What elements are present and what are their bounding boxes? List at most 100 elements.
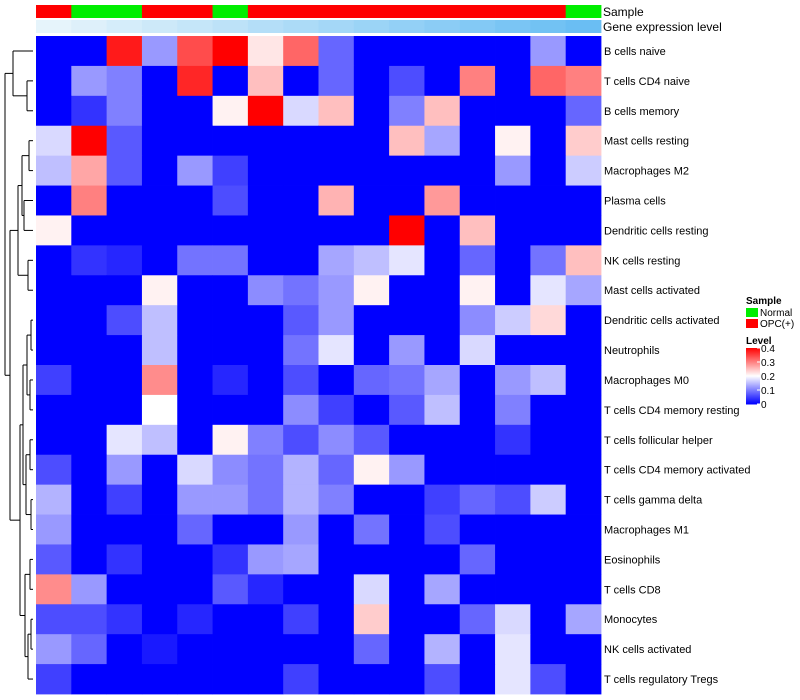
heatmap-cell xyxy=(530,215,567,246)
heatmap-cell xyxy=(459,155,496,186)
heatmap-cell xyxy=(247,215,284,246)
heatmap-cell xyxy=(530,664,567,695)
heatmap-cell xyxy=(459,215,496,246)
colorbar-segment xyxy=(746,350,760,352)
colorbar-segment xyxy=(746,397,760,399)
heatmap-cell xyxy=(353,245,390,276)
colorbar-segment xyxy=(746,355,760,357)
heatmap-cell xyxy=(389,424,425,456)
heatmap-cell xyxy=(141,634,178,665)
heatmap-cell xyxy=(36,155,72,186)
heatmap-cell xyxy=(71,185,108,216)
heatmap-cell xyxy=(36,245,72,276)
heatmap-cell xyxy=(565,245,602,276)
colorbar-tick-label: 0.4 xyxy=(761,344,775,355)
heatmap-cell xyxy=(71,305,108,336)
heatmap-cell xyxy=(212,95,249,127)
heatmap-cell xyxy=(141,305,178,336)
row-labels: B cells naive T cells CD4 naive B cells me… xyxy=(604,46,751,686)
heatmap-cell xyxy=(36,664,72,695)
sample-annotation-cell xyxy=(353,5,390,18)
heatmap-cell xyxy=(353,215,390,246)
heatmap-cell xyxy=(495,514,531,545)
heatmap-cell xyxy=(177,36,213,67)
row-label: Macrophages M0 xyxy=(604,375,689,387)
heatmap-cell xyxy=(141,604,178,635)
heatmap-cell xyxy=(495,245,531,276)
heatmap-cell xyxy=(495,365,531,396)
colorbar-segment xyxy=(746,372,760,374)
heatmap-cell xyxy=(212,365,249,396)
row-dendrogram xyxy=(4,50,33,680)
heatmap-cell xyxy=(424,335,461,366)
heatmap-cell xyxy=(530,335,567,366)
heatmap-cell xyxy=(283,634,319,665)
heatmap-cell xyxy=(283,215,319,246)
legend-normal-swatch xyxy=(746,308,758,317)
heatmap-cell xyxy=(318,544,355,575)
heatmap-cell xyxy=(247,424,284,456)
heatmap-cell xyxy=(283,185,319,216)
heatmap-cell xyxy=(424,604,461,635)
heatmap-cell xyxy=(177,125,213,157)
colorbar-segment xyxy=(746,354,760,356)
heatmap-cell xyxy=(530,634,567,665)
heatmap-cell xyxy=(247,155,284,186)
expression-annotation-cell xyxy=(177,20,213,33)
heatmap-cell xyxy=(177,335,213,366)
expression-annotation-cell xyxy=(71,20,108,33)
heatmap-cell xyxy=(459,95,496,127)
legend-normal-label: Normal xyxy=(760,308,792,319)
expression-track-label: Gene expression level xyxy=(603,20,722,34)
heatmap-cell xyxy=(530,185,567,216)
row-label: B cells naive xyxy=(604,46,666,58)
heatmap-cell xyxy=(283,484,319,515)
heatmap-cell xyxy=(71,125,108,157)
heatmap-cell xyxy=(389,335,425,366)
heatmap-cell xyxy=(141,245,178,276)
colorbar-segment xyxy=(746,388,760,390)
heatmap-cell xyxy=(353,305,390,336)
heatmap-cell xyxy=(283,394,319,426)
colorbar-segment xyxy=(746,353,760,355)
heatmap-cell xyxy=(318,335,355,366)
heatmap-cell xyxy=(71,365,108,396)
heatmap-cell xyxy=(459,574,496,605)
heatmap-cell xyxy=(36,65,72,97)
expression-annotation-cell xyxy=(283,20,319,33)
heatmap-cell xyxy=(530,454,567,486)
heatmap-cell xyxy=(141,125,178,157)
heatmap-cell xyxy=(318,95,355,127)
heatmap-cell xyxy=(565,155,602,186)
heatmap-cell xyxy=(565,365,602,396)
heatmap-cell xyxy=(71,36,108,67)
heatmap-cell xyxy=(389,65,425,97)
heatmap-cell xyxy=(353,574,390,605)
heatmap-cell xyxy=(106,424,143,456)
heatmap-cell xyxy=(495,65,531,97)
heatmap-cell xyxy=(565,484,602,515)
heatmap-cell xyxy=(353,634,390,665)
heatmap-cell xyxy=(106,394,143,426)
heatmap-cell xyxy=(71,604,108,635)
heatmap-cell xyxy=(71,65,108,97)
heatmap-cell xyxy=(424,574,461,605)
colorbar-segment xyxy=(746,387,760,389)
sample-annotation-track xyxy=(36,5,602,18)
expression-annotation-cell xyxy=(36,20,72,33)
heatmap-cell xyxy=(106,335,143,366)
expression-annotation-cell xyxy=(318,20,355,33)
heatmap-cell xyxy=(389,365,425,396)
heatmap-cell xyxy=(71,215,108,246)
heatmap-cell xyxy=(389,275,425,306)
colorbar-segment xyxy=(746,393,760,395)
heatmap-cell xyxy=(389,95,425,127)
heatmap-cell xyxy=(106,454,143,486)
colorbar-segment xyxy=(746,375,760,377)
heatmap-cell xyxy=(212,245,249,276)
row-label: B cells memory xyxy=(604,106,680,118)
row-label: T cells follicular helper xyxy=(604,435,713,447)
heatmap-cell xyxy=(353,95,390,127)
heatmap-cell xyxy=(424,454,461,486)
row-label: T cells CD4 naive xyxy=(604,76,690,88)
